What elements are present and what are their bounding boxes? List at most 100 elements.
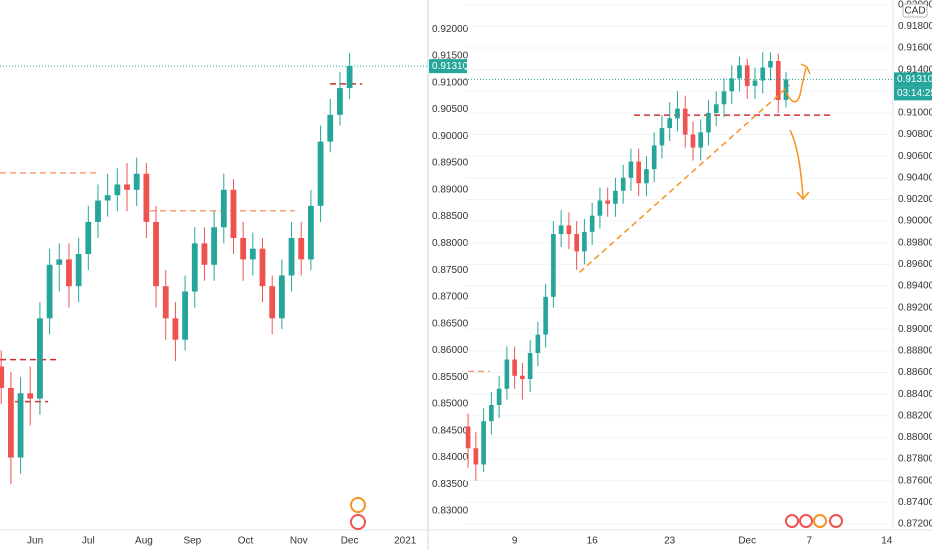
candle-body — [259, 248, 266, 287]
y-tick-label: 0.90200 — [898, 194, 932, 205]
candle-body — [651, 145, 657, 170]
y-tick-label: 0.90000 — [898, 216, 932, 227]
y-tick-label: 0.90600 — [898, 151, 932, 162]
y-tick-label: 0.84000 — [432, 452, 469, 463]
candle-body — [721, 91, 727, 105]
candle-body — [95, 200, 101, 222]
x-tick-label: Jun — [27, 536, 43, 547]
candle-body — [465, 426, 471, 449]
y-tick-label: 0.90400 — [898, 172, 932, 183]
candle-body — [85, 221, 92, 255]
candle-body — [744, 65, 750, 86]
candle-body — [133, 173, 140, 190]
candle-body — [46, 264, 53, 319]
last-price-box — [894, 72, 932, 87]
candle-body — [496, 388, 502, 405]
y-tick-label: 0.85000 — [432, 399, 469, 410]
x-tick-label: Sep — [183, 536, 201, 547]
candle-body — [520, 375, 525, 380]
x-tick-label: 9 — [512, 536, 518, 547]
x-tick-label: 23 — [664, 536, 676, 547]
candle-body — [574, 234, 579, 252]
countdown-box — [894, 86, 932, 101]
candle-body — [775, 61, 781, 100]
candle-body — [124, 184, 130, 190]
candle-body — [527, 353, 533, 380]
candle-body — [582, 231, 587, 252]
candle-body — [690, 134, 696, 148]
icon — [350, 497, 366, 513]
candle-body — [327, 114, 334, 142]
candle-body — [75, 254, 82, 287]
candle-body — [211, 227, 218, 265]
y-tick-label: 0.89000 — [898, 324, 932, 335]
candle-body — [667, 118, 673, 129]
countdown-label: 03:14:25 — [897, 88, 932, 99]
candle-body — [628, 161, 634, 178]
candle-body — [172, 318, 179, 340]
candle-body — [605, 200, 610, 204]
candle-body — [768, 61, 773, 68]
x-tick-label: 14 — [881, 536, 893, 547]
candle-body — [201, 243, 208, 265]
x-tick-label: 7 — [806, 536, 812, 547]
x-tick-label: Aug — [135, 536, 153, 547]
y-tick-label: 0.91400 — [898, 64, 932, 75]
y-tick-label: 0.87200 — [898, 519, 932, 530]
arrows — [785, 63, 811, 201]
candle-body — [104, 195, 111, 201]
y-tick-label: 0.89500 — [432, 158, 469, 169]
currency-box — [902, 3, 928, 18]
y-tick-label: 0.90500 — [432, 104, 469, 115]
candle-body — [489, 404, 494, 422]
candle-body — [620, 177, 626, 191]
candle-body — [27, 393, 34, 399]
y-tick-label: 0.86000 — [432, 345, 469, 356]
icon — [350, 514, 366, 530]
candle-body — [317, 141, 324, 206]
y-tick-label: 0.83000 — [432, 506, 469, 517]
y-tick-label: 0.91600 — [898, 43, 932, 54]
x-tick-label: Nov — [290, 536, 308, 547]
candle-body — [698, 132, 704, 148]
candle-body — [551, 234, 556, 297]
candle-body — [558, 225, 564, 235]
candle-body — [659, 128, 665, 146]
candle-body — [783, 79, 789, 100]
x-tick-label: 2021 — [394, 536, 417, 547]
candle-body — [760, 67, 766, 81]
candle-body — [706, 112, 711, 133]
last-price-label: 0.91310 — [897, 74, 932, 85]
candle-body — [543, 296, 548, 335]
candle-body — [713, 104, 719, 113]
arrow-up-head — [800, 63, 811, 75]
candle-body — [17, 393, 24, 458]
candle-body — [220, 189, 227, 228]
x-tick-label: Dec — [738, 536, 756, 547]
candle-body — [613, 190, 618, 204]
y-tick-label: 0.91800 — [898, 21, 932, 32]
icon — [813, 514, 827, 528]
candle-body — [737, 65, 742, 79]
y-tick-label: 0.85500 — [432, 372, 469, 383]
y-tick-label: 0.91500 — [432, 51, 469, 62]
candle-body — [636, 161, 642, 184]
y-tick-label: 0.87800 — [898, 454, 932, 465]
icon — [829, 514, 843, 528]
arrow-down — [789, 129, 804, 199]
y-tick-label: 0.88000 — [898, 432, 932, 443]
x-tick-label: 16 — [587, 536, 599, 547]
candle-body — [535, 334, 541, 354]
y-tick-label: 0.90000 — [432, 131, 469, 142]
y-tick-label: 0.83500 — [432, 479, 469, 490]
candle-body — [162, 286, 169, 319]
currency-label: CAD — [904, 6, 925, 17]
candle-body — [153, 221, 159, 287]
candle-body — [240, 237, 247, 260]
x-tick-label: Jul — [82, 536, 95, 547]
candle-body — [37, 318, 43, 399]
candle-body — [473, 448, 479, 465]
arrow-up — [785, 67, 807, 103]
y-tick-label: 0.88800 — [898, 346, 932, 357]
y-tick-label: 0.91000 — [898, 108, 932, 119]
